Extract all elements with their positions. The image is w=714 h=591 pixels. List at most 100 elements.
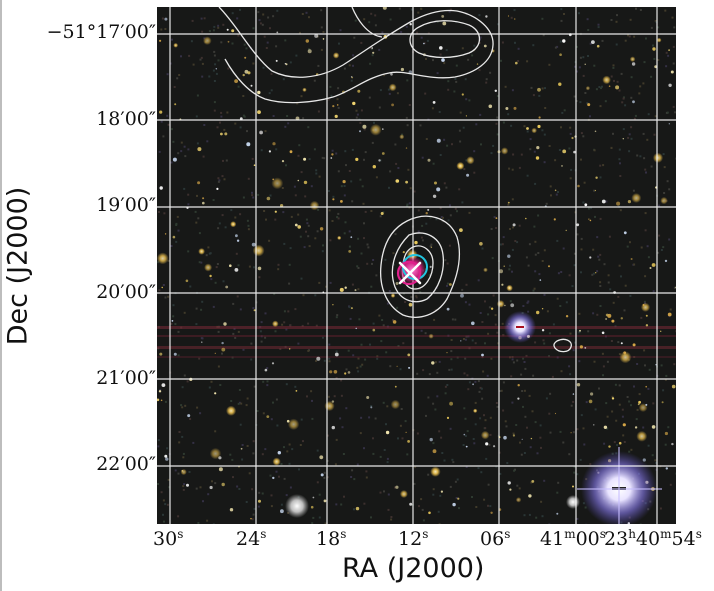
galaxy xyxy=(579,345,583,349)
galaxy xyxy=(488,104,493,109)
noise-pixel xyxy=(607,274,610,277)
noise-pixel xyxy=(605,200,608,203)
galaxy xyxy=(307,49,312,54)
noise-pixel xyxy=(560,8,563,11)
noise-pixel xyxy=(357,267,360,269)
noise-pixel xyxy=(432,402,435,405)
noise-pixel xyxy=(160,28,163,31)
noise-pixel xyxy=(323,157,326,160)
noise-pixel xyxy=(406,204,409,207)
galaxy xyxy=(456,161,465,170)
noise-pixel xyxy=(511,401,514,404)
noise-pixel xyxy=(521,390,524,392)
noise-pixel xyxy=(483,414,485,417)
noise-pixel xyxy=(348,306,351,309)
noise-pixel xyxy=(514,41,516,44)
left-border xyxy=(0,0,2,591)
noise-pixel xyxy=(266,384,269,387)
noise-pixel xyxy=(382,211,385,214)
noise-pixel xyxy=(192,441,195,444)
noise-pixel xyxy=(368,416,371,419)
noise-pixel xyxy=(200,308,203,311)
noise-pixel xyxy=(303,246,306,249)
noise-pixel xyxy=(213,109,216,112)
galaxy xyxy=(408,302,413,307)
noise-pixel xyxy=(601,85,603,88)
noise-pixel xyxy=(636,408,639,411)
noise-pixel xyxy=(578,66,581,69)
galaxy xyxy=(172,235,176,239)
noise-pixel xyxy=(432,59,434,62)
noise-pixel xyxy=(541,17,544,20)
galaxy xyxy=(230,221,237,228)
noise-pixel xyxy=(425,138,428,140)
noise-pixel xyxy=(231,356,234,359)
galaxy xyxy=(250,518,252,520)
noise-pixel xyxy=(420,36,423,39)
noise-pixel xyxy=(306,222,309,225)
noise-pixel xyxy=(219,121,221,124)
noise-pixel xyxy=(474,342,477,345)
galaxy xyxy=(463,433,466,436)
galaxy xyxy=(652,152,664,163)
galaxy xyxy=(372,51,375,54)
noise-pixel xyxy=(495,227,498,229)
noise-pixel xyxy=(484,427,487,430)
galaxy xyxy=(434,181,437,185)
noise-pixel xyxy=(520,153,523,156)
noise-pixel xyxy=(425,58,427,60)
noise-pixel xyxy=(593,149,596,152)
noise-pixel xyxy=(214,430,217,433)
noise-pixel xyxy=(331,220,334,222)
noise-pixel xyxy=(417,209,420,212)
coordinate-grid xyxy=(157,7,676,524)
noise-pixel xyxy=(164,296,167,299)
noise-pixel xyxy=(444,259,447,262)
noise-pixel xyxy=(289,486,292,489)
galaxy xyxy=(324,400,335,412)
noise-pixel xyxy=(355,116,358,119)
noise-pixel xyxy=(444,392,447,395)
noise-pixel xyxy=(167,478,170,481)
galaxy xyxy=(591,40,595,44)
noise-pixel xyxy=(647,387,650,390)
noise-pixel xyxy=(598,258,601,261)
noise-pixel xyxy=(345,407,348,410)
noise-pixel xyxy=(519,441,521,444)
noise-pixel xyxy=(468,211,471,214)
galaxy xyxy=(209,447,222,460)
galaxy xyxy=(329,370,333,374)
noise-pixel xyxy=(199,486,202,489)
noise-pixel xyxy=(273,292,276,295)
noise-pixel xyxy=(459,111,462,114)
noise-pixel xyxy=(317,110,320,113)
noise-pixel xyxy=(315,172,318,175)
noise-pixel xyxy=(236,485,239,488)
galaxy xyxy=(432,449,437,454)
noise-pixel xyxy=(510,375,513,378)
noise-pixel xyxy=(208,386,211,389)
noise-pixel xyxy=(454,480,457,483)
noise-pixel xyxy=(500,59,502,62)
galaxy xyxy=(221,347,226,352)
noise-pixel xyxy=(633,356,636,358)
noise-pixel xyxy=(198,357,201,360)
galaxy xyxy=(501,283,504,286)
galaxy xyxy=(164,454,168,458)
noise-pixel xyxy=(348,245,351,248)
noise-pixel xyxy=(569,132,572,135)
noise-pixel xyxy=(644,275,647,278)
noise-pixel xyxy=(363,158,365,161)
galaxy xyxy=(559,53,562,56)
noise-pixel xyxy=(664,378,667,381)
noise-pixel xyxy=(592,272,595,275)
noise-pixel xyxy=(599,285,602,287)
noise-pixel xyxy=(473,171,476,174)
galaxy xyxy=(584,347,587,349)
noise-pixel xyxy=(518,487,521,490)
noise-pixel xyxy=(478,69,481,72)
noise-pixel xyxy=(328,357,331,360)
noise-pixel xyxy=(446,282,449,285)
y-tick-label: 20′00″ xyxy=(96,281,156,303)
noise-pixel xyxy=(578,312,581,315)
